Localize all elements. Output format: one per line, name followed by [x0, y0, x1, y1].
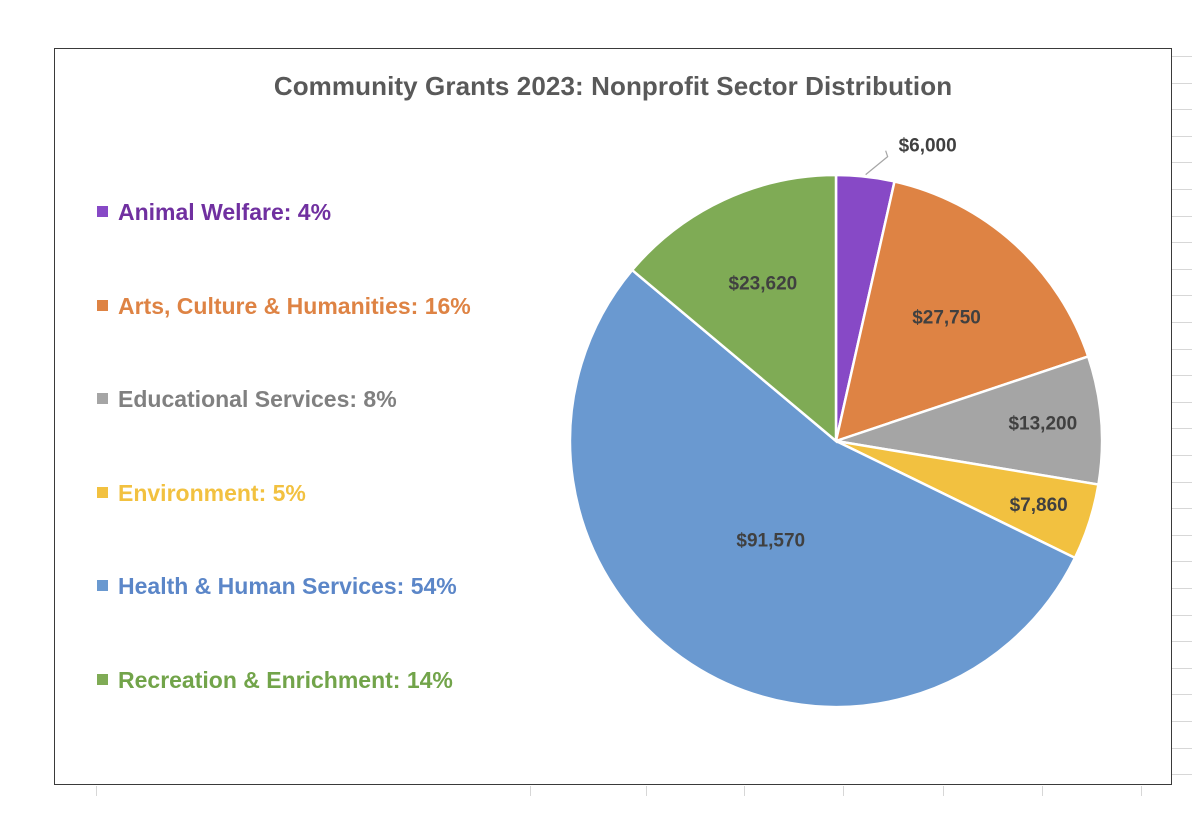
legend-label: Recreation & Enrichment: 14% — [118, 666, 453, 693]
legend-swatch — [97, 673, 108, 685]
pie-plot[interactable]: $6,000 $27,750 $13,200 $7,860 $91,570 $23,620 — [55, 49, 1173, 786]
grid-tick — [1172, 56, 1192, 57]
legend-item-arts-culture-humanities[interactable]: Arts, Culture & Humanities: 16% — [97, 291, 471, 321]
grid-tick — [1172, 136, 1192, 137]
data-label: $13,200 — [1008, 414, 1077, 435]
grid-tick — [1042, 786, 1043, 796]
grid-tick — [1172, 482, 1192, 483]
grid-tick — [1172, 428, 1192, 429]
data-label: $6,000 — [899, 136, 957, 157]
grid-tick — [1172, 242, 1192, 243]
pie-slice-recreation-enrichment[interactable] — [630, 173, 838, 444]
grid-tick — [1172, 295, 1192, 296]
data-label: $23,620 — [729, 273, 798, 294]
grid-tick — [530, 786, 531, 796]
data-label: $91,570 — [736, 530, 805, 551]
leader-line — [865, 150, 889, 176]
legend-label: Educational Services: 8% — [118, 386, 397, 412]
grid-tick — [1172, 588, 1192, 589]
grid-tick — [1172, 455, 1192, 456]
legend[interactable]: Animal Welfare: 4% Arts, Culture & Human… — [97, 197, 471, 758]
data-label: $27,750 — [912, 308, 981, 329]
grid-tick — [744, 786, 745, 796]
grid-tick — [1172, 189, 1192, 190]
legend-item-environment[interactable]: Environment: 5% — [97, 478, 471, 508]
grid-tick — [1172, 349, 1192, 350]
legend-label: Arts, Culture & Humanities: 16% — [118, 292, 471, 319]
grid-tick — [1172, 694, 1192, 695]
grid-tick — [1172, 269, 1192, 270]
legend-item-recreation-enrichment[interactable]: Recreation & Enrichment: 14% — [97, 665, 471, 695]
grid-tick — [1172, 162, 1192, 163]
legend-swatch — [97, 486, 108, 498]
grid-tick — [1172, 748, 1192, 749]
grid-tick — [1172, 668, 1192, 669]
legend-item-health-human-services[interactable]: Health & Human Services: 54% — [97, 571, 471, 601]
legend-label: Environment: 5% — [118, 479, 306, 506]
grid-tick — [1172, 375, 1192, 376]
chart-area[interactable]: Community Grants 2023: Nonprofit Sector … — [54, 48, 1172, 785]
grid-tick — [96, 786, 97, 796]
grid-tick — [1172, 615, 1192, 616]
grid-tick — [1172, 774, 1192, 775]
legend-swatch — [97, 580, 108, 592]
legend-swatch — [97, 299, 108, 311]
legend-label: Animal Welfare: 4% — [118, 199, 332, 225]
grid-tick — [1172, 508, 1192, 509]
grid-tick — [1172, 535, 1192, 536]
data-label: $7,860 — [1010, 495, 1068, 516]
grid-tick — [1172, 109, 1192, 110]
grid-tick — [646, 786, 647, 796]
grid-tick — [1172, 216, 1192, 217]
legend-item-educational-services[interactable]: Educational Services: 8% — [97, 384, 471, 414]
legend-label: Health & Human Services: 54% — [118, 573, 457, 599]
legend-swatch — [97, 393, 108, 405]
grid-tick — [1172, 561, 1192, 562]
grid-tick — [1172, 641, 1192, 642]
grid-tick — [1172, 322, 1192, 323]
grid-tick — [1172, 402, 1192, 403]
grid-tick — [943, 786, 944, 796]
grid-tick — [843, 786, 844, 796]
pie-slice-arts-culture-humanities[interactable] — [834, 180, 1090, 443]
grid-tick — [1172, 83, 1192, 84]
pie-slice-health-human-services[interactable] — [568, 268, 1077, 709]
grid-tick — [1172, 721, 1192, 722]
grid-tick — [1141, 786, 1142, 796]
pie-slice-educational-services[interactable] — [835, 354, 1104, 486]
legend-item-animal-welfare[interactable]: Animal Welfare: 4% — [97, 197, 471, 227]
legend-swatch — [97, 206, 108, 218]
chart-title: Community Grants 2023: Nonprofit Sector … — [273, 71, 953, 101]
